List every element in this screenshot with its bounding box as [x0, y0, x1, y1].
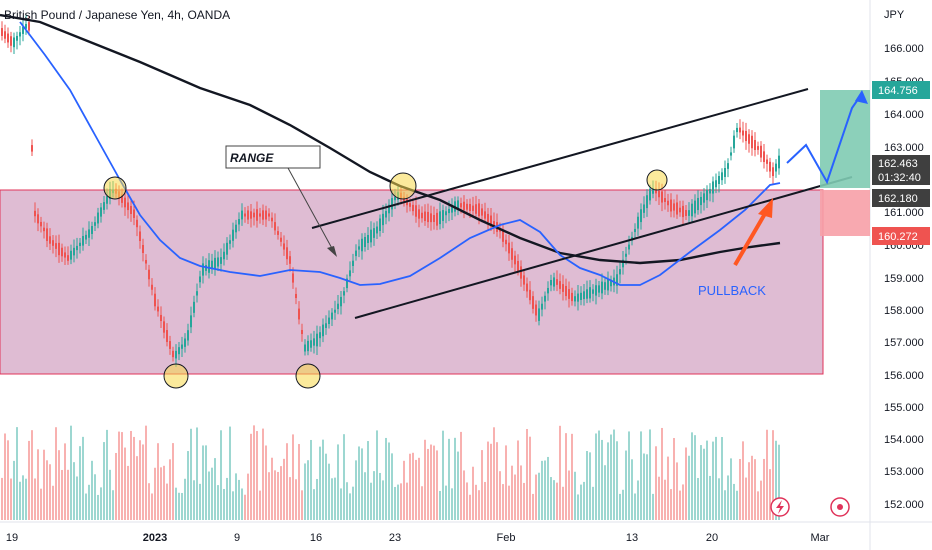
chart-title: British Pound / Japanese Yen, 4h, OANDA [4, 8, 230, 22]
lightning-icon[interactable] [770, 497, 790, 517]
price-tick: 161.000 [884, 207, 924, 219]
price-tick: 153.000 [884, 466, 924, 478]
ma-slow-line [0, 13, 781, 265]
upper-channel-line [311, 88, 809, 229]
time-ticks: 19 2023 9 16 23 Feb 13 20 Mar [6, 532, 830, 544]
projection-path[interactable] [786, 94, 862, 185]
time-tick: 19 [6, 532, 18, 544]
range-label-box[interactable] [225, 145, 321, 169]
entry-price-label-bg [872, 189, 930, 207]
pullback-arrow-head [758, 198, 773, 218]
price-ticks: 166.000165.000164.000163.000162.000161.0… [884, 43, 924, 511]
range-callout-arrowhead [327, 246, 337, 257]
price-tick: 163.000 [884, 142, 924, 154]
range-callout-arrow [287, 167, 335, 253]
candles [1, 15, 780, 367]
range-zone [0, 189, 824, 375]
countdown-label: 01:32:40 [878, 172, 921, 184]
volume-bars [1, 425, 780, 520]
price-tick: 158.000 [884, 305, 924, 317]
time-tick: 13 [626, 532, 638, 544]
time-tick: 20 [706, 532, 718, 544]
time-tick: 23 [389, 532, 401, 544]
touch-circle [295, 363, 321, 389]
touch-circle [103, 176, 127, 200]
projection-arrowhead [855, 90, 868, 104]
price-tick: 152.000 [884, 499, 924, 511]
price-tick: 159.000 [884, 273, 924, 285]
time-tick: 2023 [143, 532, 167, 544]
range-label: RANGE [230, 151, 274, 165]
price-tick: 154.000 [884, 434, 924, 446]
stop-price-label: 160.272 [878, 231, 918, 243]
time-tick: Feb [497, 532, 516, 544]
target-price-label-bg [872, 81, 930, 99]
target-price-label: 164.756 [878, 85, 918, 97]
entry-price-label: 162.180 [878, 193, 918, 205]
time-tick: 16 [310, 532, 322, 544]
pullback-label: PULLBACK [698, 283, 766, 298]
current-price-label-bg [872, 155, 930, 185]
stop-zone [820, 190, 870, 236]
touch-circles [103, 169, 668, 389]
touch-circle [389, 172, 417, 200]
pullback-arrow-shaft [733, 210, 768, 267]
price-tick: 155.000 [884, 402, 924, 414]
price-tick: 157.000 [884, 337, 924, 349]
price-tick: 164.000 [884, 109, 924, 121]
time-tick: Mar [811, 532, 830, 544]
target-zone [820, 90, 870, 188]
price-tick: 166.000 [884, 43, 924, 55]
current-price-label: 162.463 [878, 158, 918, 170]
touch-circle [163, 363, 189, 389]
price-tick: 156.000 [884, 370, 924, 382]
time-tick: 9 [234, 532, 240, 544]
target-icon[interactable] [830, 497, 850, 517]
ma-fast-line [19, 21, 781, 286]
currency-label: JPY [884, 9, 905, 21]
touch-circle [646, 169, 668, 191]
stop-price-label-bg [872, 227, 930, 245]
lower-channel-line [354, 176, 853, 319]
